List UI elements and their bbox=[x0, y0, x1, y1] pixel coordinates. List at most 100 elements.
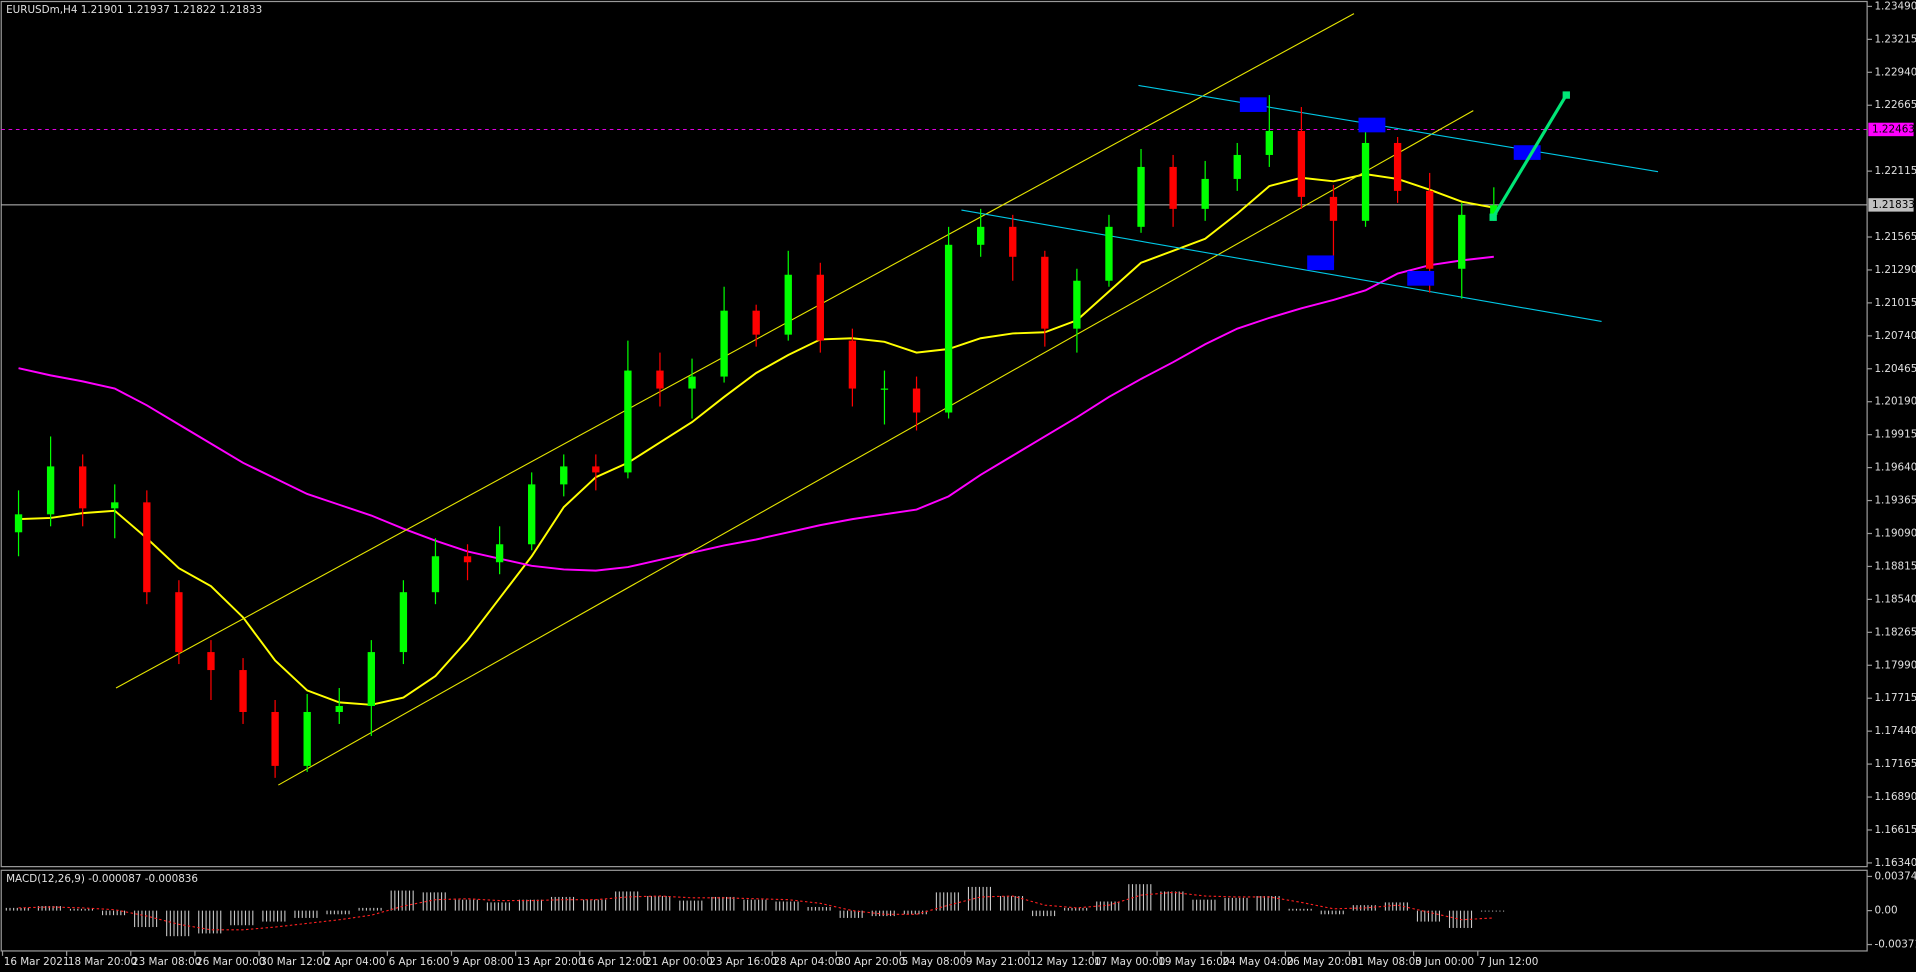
panel-title: MACD(12,26,9) -0.000087 -0.000836 bbox=[6, 873, 198, 885]
projection-arrow bbox=[1491, 94, 1568, 219]
candle-body bbox=[1009, 226, 1017, 257]
candle-body bbox=[79, 466, 87, 509]
y-tick-label: 1.21565 bbox=[1874, 231, 1916, 243]
y-tick-label: 0.00 bbox=[1874, 905, 1897, 917]
x-tick-label: 26 May 20:00 bbox=[1287, 956, 1358, 968]
y-tick-label: 1.23490 bbox=[1874, 0, 1916, 12]
x-tick-label: 12 May 12:00 bbox=[1030, 956, 1101, 968]
price-level-label: 1.21833 bbox=[1872, 199, 1915, 211]
candle-body bbox=[816, 274, 824, 341]
candle-body bbox=[1458, 214, 1466, 269]
y-tick-label: 1.22940 bbox=[1874, 66, 1916, 78]
x-tick-label: 24 May 04:00 bbox=[1222, 956, 1293, 968]
candle-body bbox=[752, 310, 760, 335]
y-tick-label: -0.003719 bbox=[1874, 939, 1916, 951]
candle-body bbox=[207, 652, 215, 671]
candle-body bbox=[1329, 196, 1338, 221]
candle-body bbox=[977, 226, 985, 245]
candle-body bbox=[239, 670, 247, 712]
candle-body bbox=[1393, 142, 1402, 191]
x-tick-label: 19 May 16:00 bbox=[1158, 956, 1229, 968]
y-tick-label: 1.18265 bbox=[1874, 626, 1916, 638]
x-tick-label: 17 May 00:00 bbox=[1094, 956, 1165, 968]
candle-body bbox=[303, 711, 311, 766]
x-tick-label: 2 Apr 04:00 bbox=[324, 956, 385, 968]
x-tick-label: 16 Apr 12:00 bbox=[581, 956, 649, 968]
candle-body bbox=[528, 484, 536, 545]
x-tick-label: 26 Mar 00:00 bbox=[196, 956, 265, 968]
price-level-tag bbox=[1868, 198, 1914, 212]
y-tick-label: 1.17440 bbox=[1874, 725, 1916, 737]
y-tick-label: 1.19640 bbox=[1874, 462, 1916, 474]
y-tick-label: 1.19915 bbox=[1874, 429, 1916, 441]
y-tick-label: 1.17715 bbox=[1874, 692, 1916, 704]
candle-body bbox=[1201, 178, 1209, 209]
trend-line bbox=[278, 110, 1474, 786]
trend-line bbox=[115, 13, 1355, 689]
candle-body bbox=[784, 274, 792, 335]
candle-body bbox=[1233, 154, 1241, 179]
moving-average-line bbox=[18, 255, 1494, 572]
y-tick-label: 1.19365 bbox=[1874, 495, 1916, 507]
candle-body bbox=[1041, 256, 1049, 329]
candle-body bbox=[848, 340, 857, 389]
marker-box bbox=[1239, 97, 1267, 112]
y-tick-label: 1.22115 bbox=[1874, 165, 1916, 177]
candle-body bbox=[688, 376, 696, 389]
y-tick-label: 1.21015 bbox=[1874, 297, 1916, 309]
x-tick-label: 23 Mar 08:00 bbox=[132, 956, 201, 968]
candle-body bbox=[624, 370, 632, 473]
marker-box bbox=[1307, 255, 1335, 271]
candle-body bbox=[399, 592, 408, 653]
y-tick-label: 1.20740 bbox=[1874, 330, 1916, 342]
candle-body bbox=[560, 466, 568, 485]
candle-body bbox=[431, 556, 440, 593]
candle-body bbox=[880, 388, 889, 390]
x-tick-label: 30 Apr 20:00 bbox=[838, 956, 906, 968]
y-tick-label: 1.22665 bbox=[1874, 99, 1916, 111]
y-tick-label: 1.18815 bbox=[1874, 560, 1916, 572]
candle-body bbox=[367, 652, 375, 706]
y-tick-label: 1.20465 bbox=[1874, 363, 1916, 375]
trend-line bbox=[961, 209, 1602, 323]
x-tick-label: 16 Mar 2021 bbox=[4, 956, 70, 968]
candle-body bbox=[912, 388, 921, 413]
x-tick-label: 7 Jun 12:00 bbox=[1479, 956, 1538, 968]
price-level-tag bbox=[1868, 122, 1914, 137]
y-tick-label: 0.003749 bbox=[1874, 870, 1916, 882]
candle-body bbox=[111, 502, 119, 509]
candle-body bbox=[656, 370, 664, 389]
candle-body bbox=[1105, 226, 1113, 281]
y-tick-label: 1.17165 bbox=[1874, 758, 1916, 770]
x-tick-label: 6 Apr 16:00 bbox=[389, 956, 450, 968]
x-tick-label: 30 Mar 12:00 bbox=[260, 956, 329, 968]
x-tick-label: 9 May 21:00 bbox=[966, 956, 1031, 968]
candle-body bbox=[592, 466, 600, 473]
x-tick-label: 31 May 08:00 bbox=[1351, 956, 1422, 968]
candle-body bbox=[335, 705, 343, 712]
x-tick-label: 23 Apr 16:00 bbox=[709, 956, 777, 968]
candle-body bbox=[1297, 130, 1306, 197]
marker-box bbox=[1407, 271, 1435, 286]
candle-body bbox=[944, 244, 953, 413]
candle-body bbox=[1073, 280, 1081, 329]
trend-line bbox=[1138, 84, 1659, 173]
candle-body bbox=[1490, 205, 1498, 215]
candle-body bbox=[1137, 166, 1145, 227]
y-tick-label: 1.18540 bbox=[1874, 593, 1916, 605]
candle-body bbox=[143, 502, 151, 593]
x-tick-label: 5 May 08:00 bbox=[902, 956, 967, 968]
y-tick-label: 1.16340 bbox=[1874, 857, 1916, 869]
arrow-point bbox=[1489, 213, 1497, 221]
candle-body bbox=[14, 514, 23, 533]
y-tick-label: 1.17990 bbox=[1874, 659, 1916, 671]
candle-body bbox=[1169, 166, 1177, 209]
candle-body bbox=[463, 556, 472, 563]
candle-body bbox=[720, 310, 728, 377]
candle-body bbox=[175, 592, 183, 653]
y-tick-label: 1.16890 bbox=[1874, 791, 1916, 803]
x-tick-label: 13 Apr 20:00 bbox=[517, 956, 585, 968]
candle-body bbox=[271, 711, 279, 766]
